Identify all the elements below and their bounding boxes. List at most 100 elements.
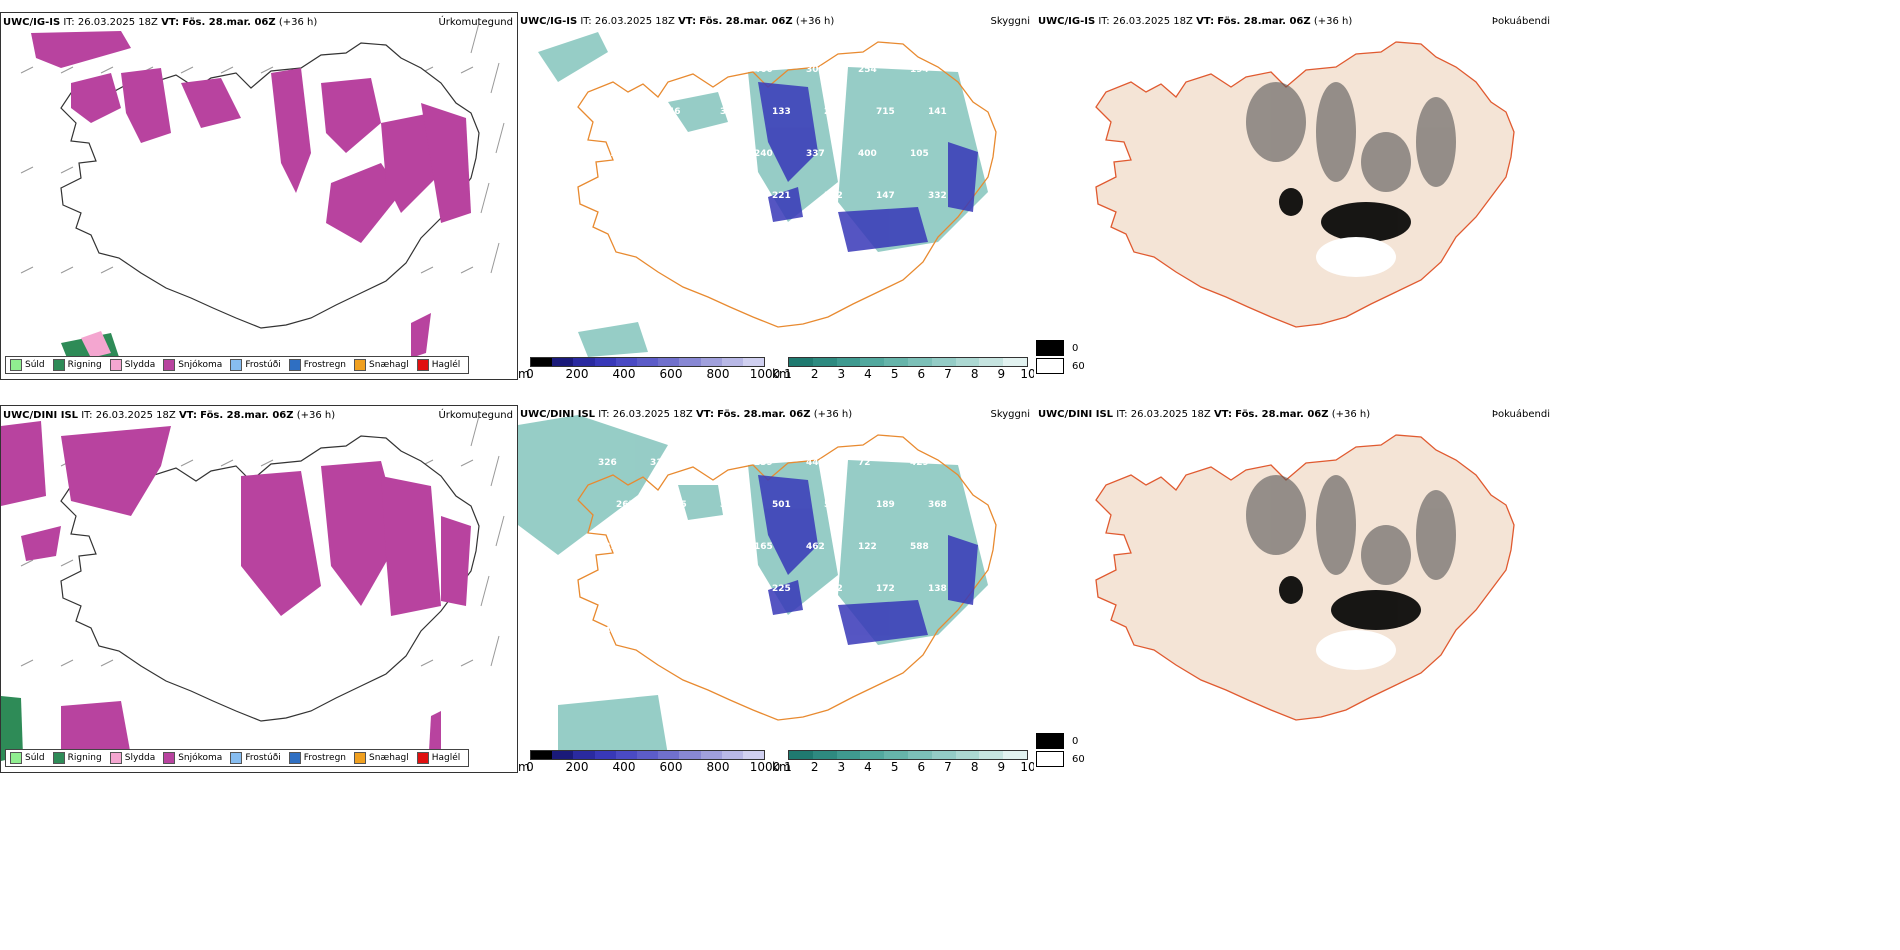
model-name: UWC/DINI ISL [3,410,79,421]
ceiling-label: 715 [876,107,895,117]
panel-title: UWC/DINI ISL IT: 26.03.2025 18Z VT: Fös.… [520,409,852,420]
colorbar-segment [1003,358,1027,366]
precip-type-map-top [20,22,505,368]
legend-item: Frostregn [288,359,346,371]
ceiling-label: 255 [702,458,721,468]
ceiling-label: 326 [598,458,617,468]
colorbar-segment [636,751,659,759]
colorbar-segment [615,358,637,366]
colorbar-segment [955,358,980,366]
ceiling-label: 240 [754,149,773,159]
scale-tick-label: 400 [612,760,636,771]
ceiling-label: 462 [806,542,825,552]
scale-tick-label: 10 [1020,760,1034,771]
ceiling-label: 206 [668,584,687,594]
ceiling-label: 290 [650,149,669,159]
scale-tick-label: 800 [706,760,730,771]
ceiling-scale: 0 200 400 600 800 1000 m [518,357,780,378]
cloud-legend: 0 60 [1036,338,1085,376]
colorbar-segment [812,358,837,366]
ceiling-label: 255 [702,65,721,75]
init-time: IT: 26.03.2025 18Z [63,17,158,28]
colorbar-segment [907,751,932,759]
ceiling-label: 400 [858,149,877,159]
panel-type-label: Úrkomutegund [438,410,513,421]
colorbar-segment [552,358,574,366]
visibility-map-bottom: 326 311 255 259 446 72 429 265 445 370 501 581 189 36… [518,415,997,760]
colorbar-segment [955,751,980,759]
colorbar-segment [700,358,722,366]
ceiling-colorbar [530,357,765,367]
ceiling-label: 143 [598,626,617,636]
scale-tick-label: 200 [565,367,589,378]
colorbar-segment [742,358,765,366]
scale-tick-label: 6 [917,760,926,771]
valid-time: Fös. 28.mar. 06Z [200,410,294,421]
ceiling-label: 189 [876,500,895,510]
ceiling-label: 138 [928,584,947,594]
visibility-ticks: 1 2 3 4 5 6 7 8 9 10 [784,760,1034,771]
precip-type-map-bottom [1,415,505,761]
scale-tick-label: 600 [659,367,683,378]
ceiling-label: 254 [858,65,877,75]
visibility-colorbar [788,750,1028,760]
colorbar-segment [789,358,813,366]
lead-time: (+36 h) [278,17,318,28]
colorbar-segment [931,358,956,366]
colorbar-segment [573,358,595,366]
ceiling-label: 225 [772,584,791,594]
ceiling-colorbar [530,750,765,760]
ceiling-label: 231 [598,542,617,552]
lead-time: (+36 h) [795,16,835,27]
init-time: IT: 26.03.2025 18Z [1116,409,1211,420]
ceiling-label: 501 [772,500,791,510]
colorbar-segment [742,751,765,759]
colorbar-segment [594,358,616,366]
ceiling-label: 221 [772,191,791,201]
ceiling-label: 162 [668,191,687,201]
ceiling-label: 556 [650,542,669,552]
colorbar-segment [860,751,885,759]
init-time: IT: 26.03.2025 18Z [580,16,675,27]
precip-type-panel-bottom: UWC/DINI ISL IT: 26.03.2025 18Z VT: Fös.… [0,405,518,773]
ceiling-label: 122 [858,542,877,552]
visibility-ticks: 1 2 3 4 5 6 7 8 9 10 [784,367,1034,378]
visibility-map-top: 263 180 255 460 306 254 194 186 46 304 133 225 715 14… [538,32,997,357]
valid-time-label: VT: [695,409,714,420]
ceiling-label: 483 [702,149,721,159]
legend-item: Frostúði [230,752,281,764]
scale-tick-label: 800 [706,367,730,378]
ceiling-label: 368 [928,500,947,510]
ceiling-ticks: 0 200 400 600 800 1000 [526,760,780,771]
ceiling-unit: m [518,367,530,378]
legend-item: Rigning [52,359,102,371]
precip-type-panel-top: UWC/IG-IS IT: 26.03.2025 18Z VT: Fös. 28… [0,12,518,380]
ceiling-label: 337 [806,149,825,159]
ceiling-labels-bottom: 326 311 255 259 446 72 429 265 445 370 501 581 189 36… [598,458,947,636]
colorbar-segment [679,751,701,759]
legend-item: Slydda [109,359,155,371]
ceiling-label: 311 [650,458,669,468]
lead-time: (+36 h) [296,410,336,421]
ceiling-label: 180 [650,65,669,75]
ceiling-label: 133 [772,107,791,117]
visibility-panel-bottom: 326 311 255 259 446 72 429 265 445 370 501 581 189 36… [518,405,1034,771]
ceiling-scale: 0 200 400 600 800 1000 m [518,750,780,771]
scale-tick-label: 1000 [749,760,781,771]
colorbar-segment [531,751,553,759]
ceiling-label: 322 [824,191,843,201]
visibility-scale: 1 2 3 4 5 6 7 8 9 10 km [772,750,1034,771]
legend-item: Rigning [52,752,102,764]
legend-item: Frostregn [288,752,346,764]
visibility-colorbar [788,357,1028,367]
scale-tick-label: 10 [1020,367,1034,378]
colorbar-segment [884,358,908,366]
cloud-panel-bottom: UWC/DINI ISL IT: 26.03.2025 18Z VT: Fös.… [1036,405,1552,771]
ceiling-label: 130 [720,584,739,594]
legend-item: Súld [10,359,45,371]
scale-tick-label: 1 [784,367,792,378]
legend-item: Snjókoma [163,752,222,764]
panel-title: UWC/IG-IS IT: 26.03.2025 18Z VT: Fös. 28… [3,17,317,28]
colorbar-segment [860,358,885,366]
colorbar-segment [552,751,574,759]
